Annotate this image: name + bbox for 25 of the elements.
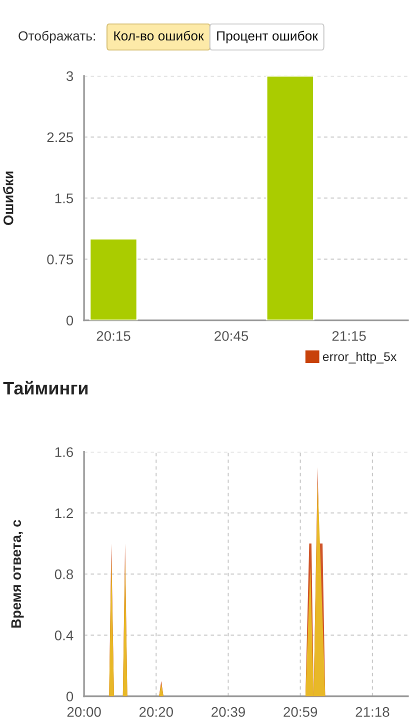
y-tick-label: 1.5 [55, 194, 74, 204]
y-tick-label: 1.2 [55, 508, 73, 518]
y-tick-label: 0.8 [54, 569, 74, 580]
y-tick-label: 2.25 [47, 132, 74, 142]
chart-title: Тайминги [3, 380, 88, 395]
x-tick-label: 20:45 [214, 331, 248, 341]
y-tick-label: 0 [66, 692, 74, 702]
x-tick-label: 21:18 [356, 707, 390, 717]
x-tick-label: 20:20 [139, 707, 173, 717]
text: Кол-во ошибок [114, 30, 204, 41]
y-tick-label: 0.75 [47, 254, 74, 264]
x-tick-label: 20:39 [212, 707, 245, 717]
y-axis-title: Ошибки [2, 172, 14, 226]
y-tick-label: 0 [66, 316, 74, 326]
text: Процент ошибок [217, 30, 318, 44]
x-tick-label: 20:00 [67, 707, 101, 717]
x-tick-label: 20:59 [284, 707, 318, 717]
y-tick-label: 3 [66, 71, 74, 82]
legend-label: error_http_5x [322, 352, 397, 364]
text: Отображать: [18, 30, 95, 44]
y-tick-label: 1.6 [55, 447, 74, 458]
x-tick-label: 21:15 [332, 331, 366, 341]
y-tick-label: 0.4 [54, 630, 74, 640]
y-axis-title: Время ответа, с [11, 520, 24, 628]
x-tick-label: 20:15 [96, 331, 130, 341]
